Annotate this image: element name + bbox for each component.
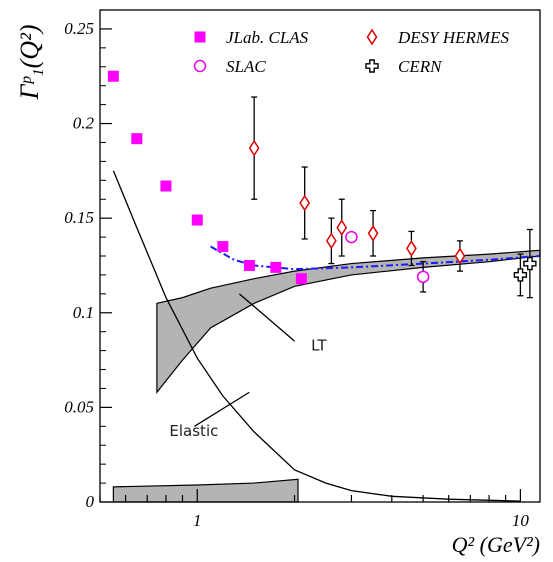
x-tick-label: 10 bbox=[512, 511, 530, 530]
data-point-jlab-clas bbox=[191, 214, 203, 226]
data-point-desy-hermes bbox=[325, 232, 337, 250]
legend-marker-1 bbox=[366, 28, 378, 46]
y-axis-title: Γᵖ₁(Q²) bbox=[15, 24, 44, 100]
model-curve bbox=[210, 245, 541, 271]
legend-label-0: JLab. CLAS bbox=[226, 28, 309, 47]
data-point-slac bbox=[416, 270, 430, 284]
y-tick-label: 0.25 bbox=[64, 19, 94, 38]
y-tick-label: 0.1 bbox=[73, 303, 94, 322]
data-point-cern bbox=[523, 256, 537, 271]
data-point-desy-hermes bbox=[336, 219, 348, 237]
data-point-jlab-clas bbox=[243, 259, 255, 271]
data-point-desy-hermes bbox=[454, 247, 466, 265]
data-point-jlab-clas bbox=[131, 133, 143, 145]
x-tick-label: 1 bbox=[193, 511, 202, 530]
annotation-pointer-0 bbox=[238, 293, 295, 342]
data-point-desy-hermes bbox=[248, 139, 260, 157]
data-point-jlab-clas bbox=[270, 261, 282, 273]
y-tick-label: 0.05 bbox=[64, 397, 94, 416]
y-tick-label: 0.15 bbox=[64, 208, 94, 227]
data-point-desy-hermes bbox=[367, 224, 379, 242]
annotation-label-1: Elastic bbox=[169, 422, 218, 440]
legend-label-3: CERN bbox=[398, 57, 443, 76]
annotation-pointer-1 bbox=[194, 391, 250, 427]
band-0 bbox=[156, 249, 541, 394]
data-point-jlab-clas bbox=[107, 70, 119, 82]
legend-marker-0 bbox=[194, 31, 206, 43]
data-point-jlab-clas bbox=[217, 241, 229, 253]
data-point-desy-hermes bbox=[406, 240, 417, 257]
legend-marker-2 bbox=[193, 59, 207, 73]
legend-marker-3 bbox=[365, 59, 379, 73]
legend-label-2: SLAC bbox=[226, 57, 266, 76]
data-point-desy-hermes bbox=[299, 194, 311, 212]
data-point-slac bbox=[345, 230, 358, 244]
legend-label-1: DESY HERMES bbox=[397, 28, 509, 47]
x-axis-title: Q² (GeV²) bbox=[452, 532, 540, 557]
data-point-cern bbox=[513, 268, 528, 282]
band-1 bbox=[112, 478, 299, 503]
annotation-label-0: LT bbox=[311, 337, 327, 355]
data-point-jlab-clas bbox=[160, 180, 172, 192]
y-tick-label: 0 bbox=[86, 492, 95, 511]
y-tick-label: 0.2 bbox=[73, 114, 95, 133]
elastic-curve bbox=[112, 170, 521, 502]
data-point-jlab-clas bbox=[295, 273, 307, 285]
